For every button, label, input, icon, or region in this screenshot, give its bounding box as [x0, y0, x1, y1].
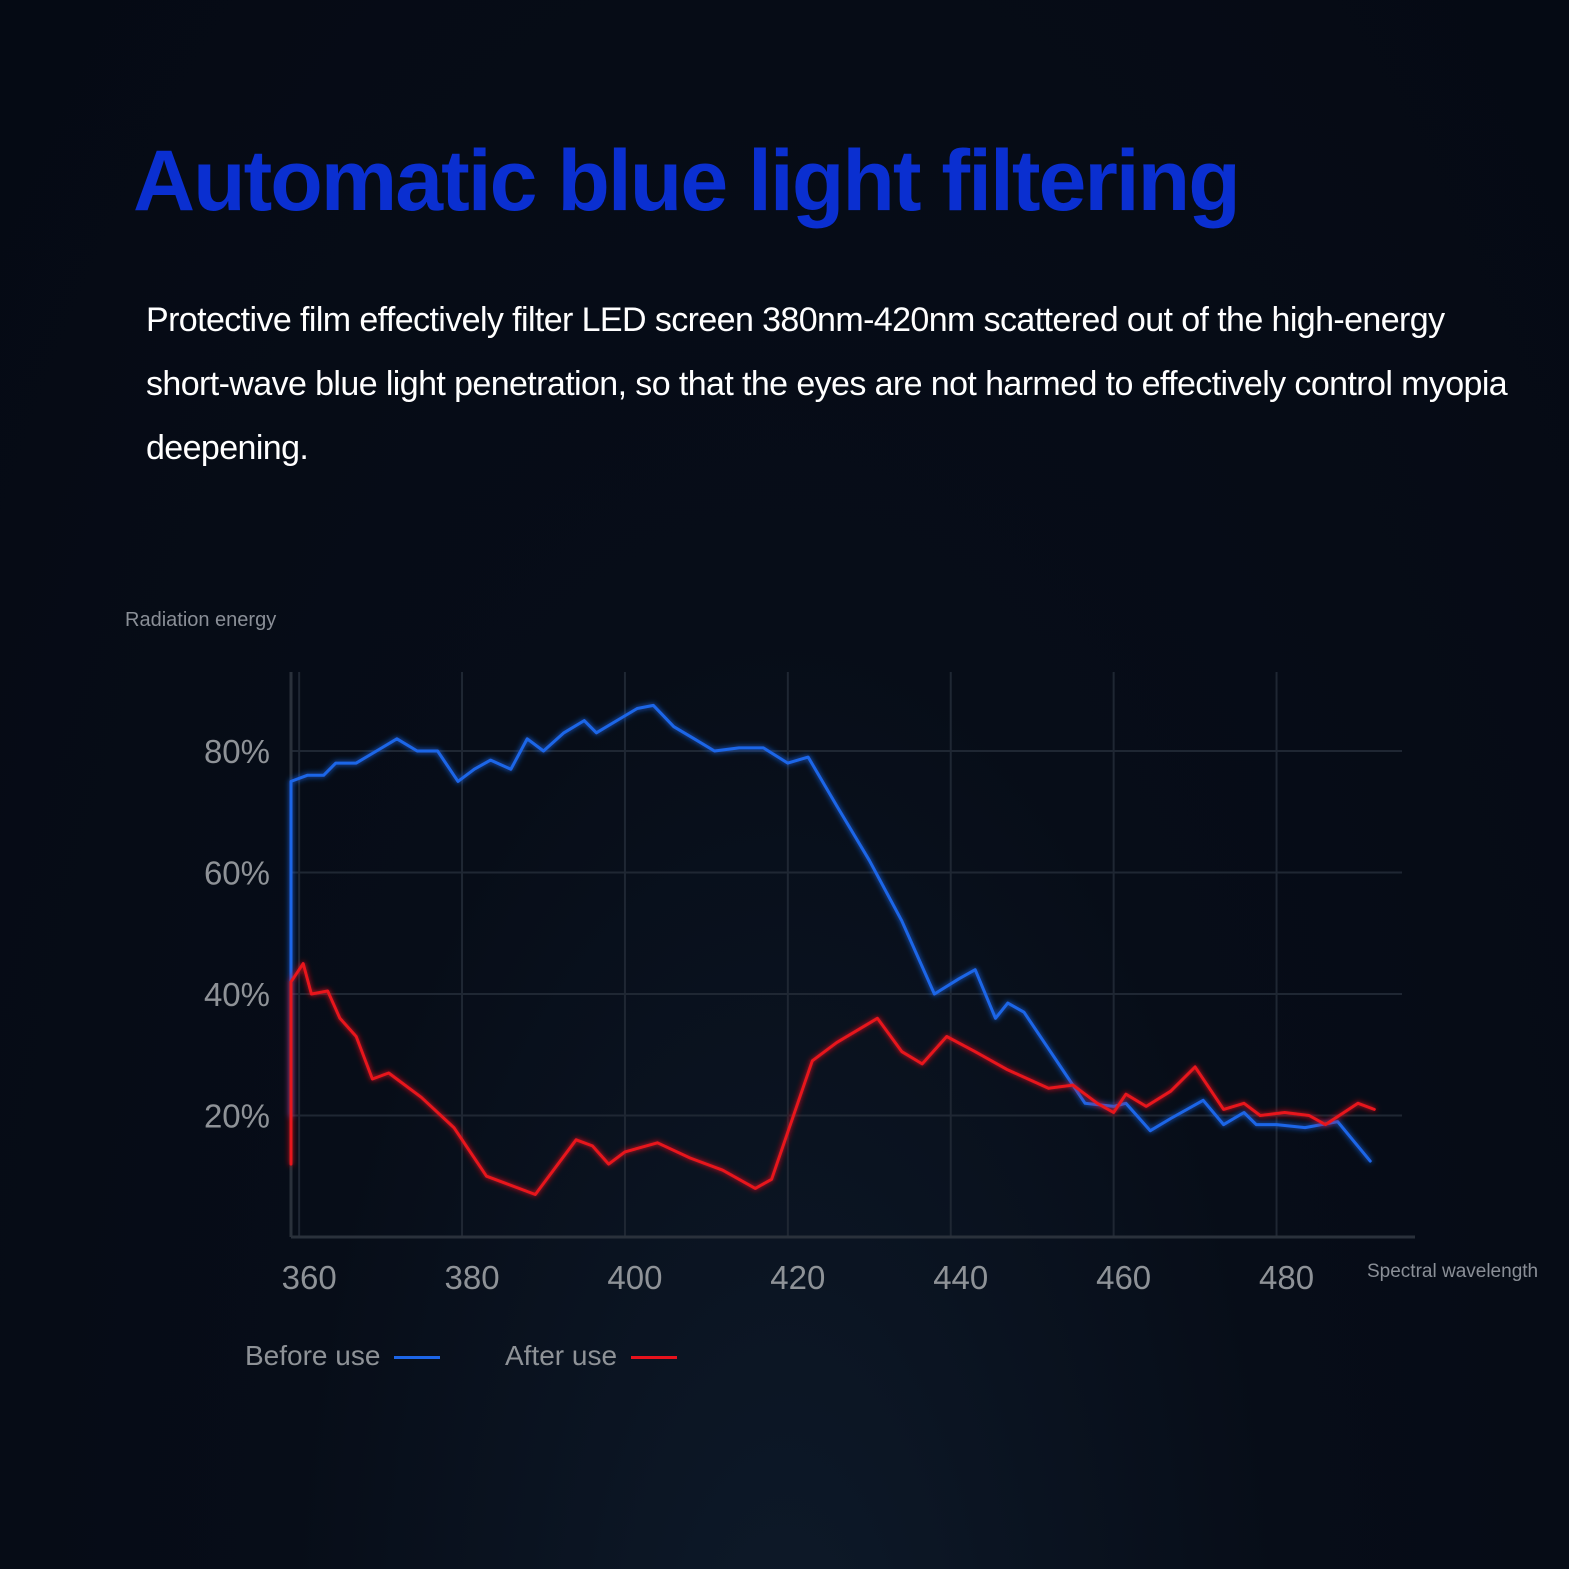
legend-item-before-use: Before use — [245, 1340, 441, 1372]
series-line-after-use — [289, 962, 1376, 1196]
y-tick-label: 20% — [204, 1097, 270, 1134]
series-lines — [289, 703, 1376, 1196]
x-axis-title: Spectral wavelength — [1367, 1261, 1539, 1282]
legend-swatch-before-use — [394, 1356, 441, 1360]
x-tick-label: 380 — [445, 1259, 500, 1296]
axes — [289, 672, 1415, 1239]
legend-swatch-after-use — [631, 1356, 678, 1360]
page-title: Automatic blue light filtering — [133, 133, 1241, 229]
x-tick-label: 480 — [1259, 1259, 1314, 1296]
x-tick-label: 420 — [770, 1259, 825, 1296]
x-tick-label: 360 — [282, 1259, 337, 1296]
series-line-before-use — [289, 703, 1372, 1163]
x-tick-label: 460 — [1096, 1259, 1151, 1296]
grid — [291, 672, 1402, 1237]
y-axis-title: Radiation energy — [125, 609, 277, 631]
description-text: Protective film effectively filter LED s… — [146, 301, 1508, 467]
y-tick-label: 80% — [204, 733, 270, 770]
y-tick-label: 40% — [204, 976, 270, 1013]
legend-label-after-use: After use — [505, 1340, 618, 1371]
tick-labels: 360 380 400 420 440 460 480 20% 40% 60% 80% — [204, 733, 1314, 1296]
legend-label-before-use: Before use — [245, 1340, 381, 1371]
y-tick-label: 60% — [204, 854, 270, 891]
x-tick-label: 400 — [607, 1259, 662, 1296]
x-tick-label: 440 — [933, 1259, 988, 1296]
legend-item-after-use: After use — [505, 1340, 678, 1372]
